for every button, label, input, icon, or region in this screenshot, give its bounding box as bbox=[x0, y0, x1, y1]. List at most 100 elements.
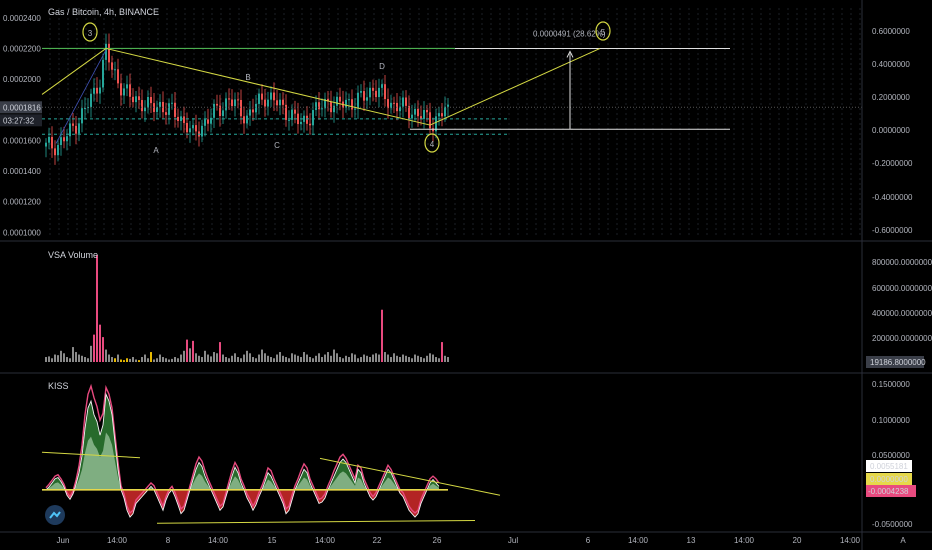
volume-bar bbox=[72, 347, 74, 362]
volume-bar bbox=[144, 354, 146, 362]
candle-body bbox=[363, 91, 365, 101]
x-tick: Jun bbox=[57, 536, 70, 545]
countdown-box bbox=[0, 114, 42, 127]
candle-body bbox=[90, 93, 92, 107]
volume-bar bbox=[315, 355, 317, 362]
kiss-neg-label: -0.0004238 bbox=[868, 487, 909, 496]
volume-bar bbox=[318, 353, 320, 362]
volume-bar bbox=[141, 357, 143, 362]
kiss-tick: -0.0500000 bbox=[872, 520, 913, 529]
volume-bar bbox=[258, 354, 260, 362]
volume-bar bbox=[294, 354, 296, 362]
candle-body bbox=[294, 109, 296, 114]
volume-bar bbox=[279, 352, 281, 362]
volume-bar bbox=[444, 355, 446, 362]
candle-body bbox=[417, 108, 419, 117]
volume-bar bbox=[222, 354, 224, 362]
volume-bar bbox=[237, 357, 239, 362]
volume-bar bbox=[429, 353, 431, 362]
candle-body bbox=[159, 101, 161, 107]
candle-body bbox=[378, 87, 380, 98]
kiss-last-box bbox=[866, 460, 912, 472]
candle-body bbox=[183, 116, 185, 123]
kiss-inner-area bbox=[46, 432, 439, 490]
candle-body bbox=[63, 137, 65, 142]
volume-bar bbox=[168, 359, 170, 362]
y-tick-right: -0.6000000 bbox=[872, 226, 913, 235]
kiss-trend-right bbox=[319, 457, 501, 496]
candle-body bbox=[219, 105, 221, 117]
kiss-title: KISS bbox=[48, 381, 69, 391]
tradingview-logo[interactable] bbox=[45, 505, 65, 525]
volume-bar bbox=[339, 357, 341, 362]
candle-body bbox=[165, 112, 167, 115]
volume-bar bbox=[90, 345, 92, 362]
volume-tick: 200000.0000000 bbox=[872, 334, 932, 343]
candle-body bbox=[234, 99, 236, 107]
candle-body bbox=[297, 113, 299, 125]
volume-bar bbox=[123, 360, 125, 362]
volume-bar bbox=[327, 352, 329, 362]
volume-bar bbox=[225, 357, 227, 362]
candle-body bbox=[72, 123, 74, 126]
volume-bar bbox=[75, 352, 77, 362]
candle-body bbox=[243, 116, 245, 124]
volume-bar bbox=[213, 352, 215, 362]
volume-bar bbox=[240, 358, 242, 362]
volume-bar bbox=[96, 254, 98, 362]
volume-bar bbox=[117, 354, 119, 362]
volume-bar bbox=[378, 354, 380, 362]
candle-body bbox=[186, 122, 188, 133]
y-tick-left: 0.0001400 bbox=[3, 167, 41, 176]
volume-last-box bbox=[866, 356, 924, 368]
volume-bar bbox=[57, 355, 59, 362]
candle-body bbox=[426, 110, 428, 113]
candle-body bbox=[276, 100, 278, 106]
volume-bar bbox=[345, 355, 347, 362]
volume-bar bbox=[114, 358, 116, 362]
kiss-negative-area bbox=[46, 489, 439, 518]
volume-bar bbox=[408, 357, 410, 362]
main-pane: 0.0000491 (28.62%) 3 4 5 A B C D bbox=[41, 21, 862, 165]
candle-body bbox=[129, 84, 131, 97]
candle-body bbox=[114, 69, 116, 71]
volume-bar bbox=[309, 357, 311, 362]
volume-bar bbox=[99, 324, 101, 362]
candle-body bbox=[228, 98, 230, 100]
volume-bar bbox=[405, 355, 407, 362]
volume-bar bbox=[207, 354, 209, 362]
grid bbox=[49, 8, 861, 238]
x-tick: 22 bbox=[373, 536, 382, 545]
volume-bar bbox=[321, 357, 323, 362]
volume-bar bbox=[186, 339, 188, 362]
volume-bar bbox=[276, 354, 278, 362]
volume-bar bbox=[264, 353, 266, 362]
volume-bar bbox=[126, 358, 128, 362]
volume-bar bbox=[330, 355, 332, 362]
candle-body bbox=[84, 108, 86, 110]
x-tick: Jul bbox=[508, 536, 518, 545]
volume-bar bbox=[441, 342, 443, 362]
kiss-positive-area bbox=[46, 394, 439, 490]
candle-body bbox=[339, 96, 341, 102]
candle-body bbox=[387, 99, 389, 109]
wave-3-label-circle bbox=[82, 22, 98, 42]
volume-bar bbox=[201, 357, 203, 362]
volume-bar bbox=[303, 352, 305, 362]
x-tick: 20 bbox=[793, 536, 802, 545]
volume-bar bbox=[150, 352, 152, 362]
candle-body bbox=[432, 128, 434, 132]
candle-body bbox=[357, 92, 359, 109]
candle-body bbox=[354, 108, 356, 110]
candle-body bbox=[177, 116, 179, 121]
x-tick: 6 bbox=[586, 536, 591, 545]
x-tick: 14:00 bbox=[315, 536, 336, 545]
trend-line-rise bbox=[41, 48, 107, 95]
volume-bar bbox=[255, 358, 257, 362]
volume-bar bbox=[216, 353, 218, 362]
y-tick-right: 0.6000000 bbox=[872, 27, 910, 36]
volume-bar bbox=[363, 354, 365, 362]
candle-body bbox=[174, 102, 176, 117]
candle-body bbox=[204, 119, 206, 126]
